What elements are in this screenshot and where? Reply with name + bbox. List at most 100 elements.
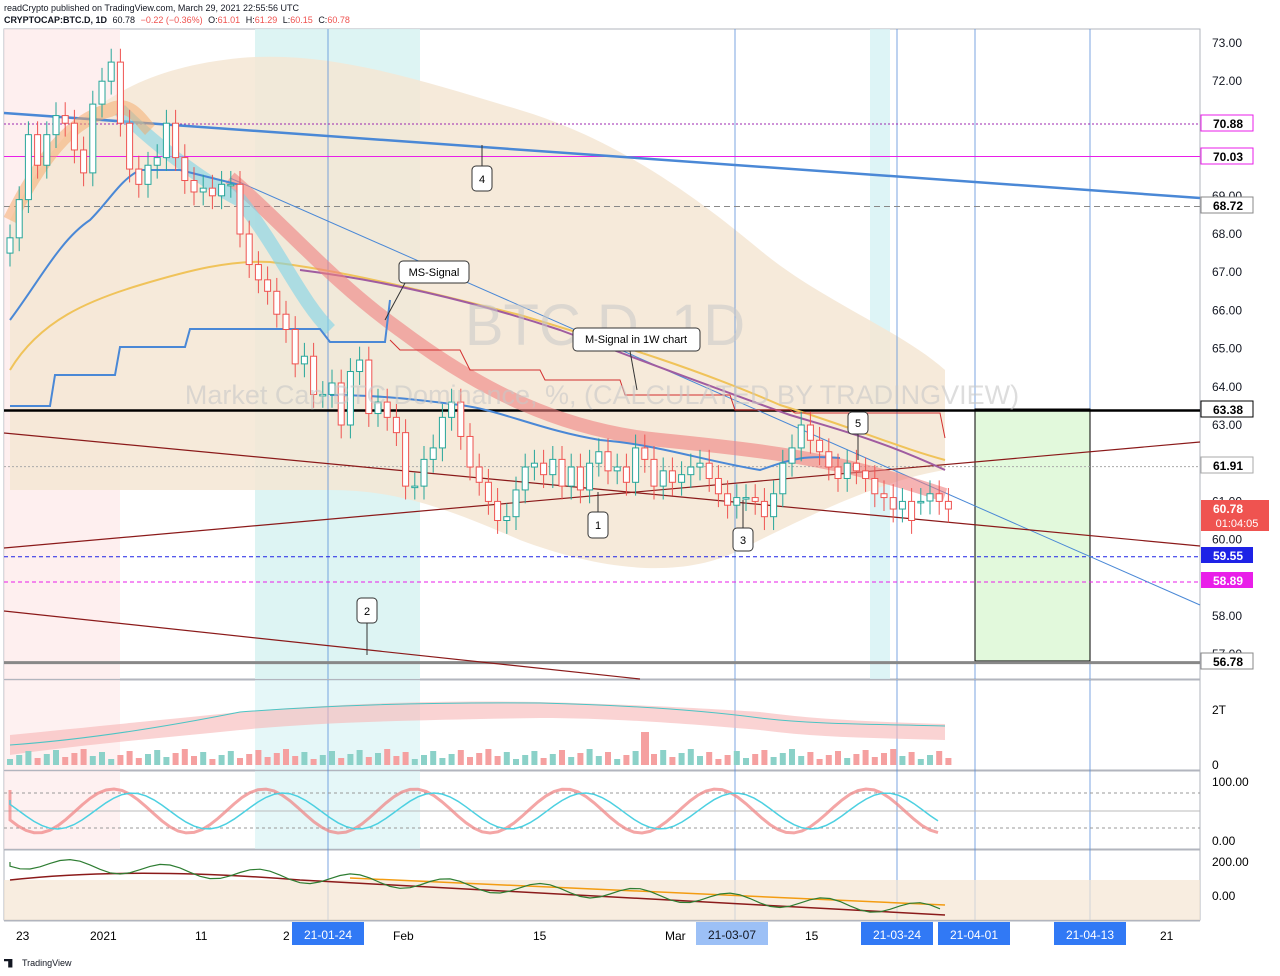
- candle-body: [365, 359, 373, 415]
- candle-body: [935, 493, 943, 502]
- volume-bar: [660, 750, 667, 765]
- volume-bar: [126, 751, 133, 765]
- volume-bar: [421, 755, 427, 765]
- candle-body: [135, 168, 143, 185]
- stochastic-indicator: [4, 787, 1200, 835]
- candle-body: [337, 382, 345, 426]
- volume-bar: [310, 759, 317, 765]
- time-tick-feb: Feb: [393, 929, 414, 943]
- volume-bar: [908, 752, 915, 765]
- volume-bar: [191, 756, 197, 765]
- close-value: 60.78: [327, 15, 350, 25]
- time-tick-11: 11: [195, 929, 208, 943]
- volume-spike: [641, 732, 649, 765]
- candle-body: [264, 279, 272, 292]
- candle-body: [153, 157, 161, 166]
- candle-body: [678, 474, 686, 483]
- volume-bar: [227, 751, 234, 765]
- osc-axis-top: 200.00: [1212, 855, 1249, 869]
- volume-bar: [476, 753, 483, 765]
- candle-body: [797, 424, 805, 449]
- volume-bar: [384, 749, 391, 765]
- channel-bottom: [3, 610, 641, 680]
- candle-body: [346, 371, 354, 426]
- volume-indicator: [7, 701, 952, 765]
- candles[interactable]: [6, 48, 952, 534]
- candle-body: [944, 500, 952, 510]
- volume-bar: [549, 754, 556, 765]
- callout-5: 5: [847, 411, 869, 460]
- price-tick: 72.00: [1212, 74, 1242, 88]
- candle-body: [816, 439, 824, 453]
- time-label-21-01-24: 21-01-24: [304, 928, 352, 942]
- low-label: L:: [282, 15, 291, 25]
- ms-signal-text: MS-Signal: [409, 267, 460, 279]
- volume-bar: [844, 758, 851, 765]
- time-label-21-04-13: 21-04-13: [1066, 928, 1114, 942]
- time-tick-2021: 2021: [90, 929, 117, 943]
- price-level-labels: 70.88 70.03 68.72 63.38 61.91 60.78 01:0…: [1200, 114, 1269, 670]
- volume-bar: [715, 759, 722, 765]
- volume-bar: [485, 749, 492, 765]
- volume-bar: [347, 754, 354, 765]
- candle-body: [843, 462, 851, 479]
- step-line-blue: [10, 299, 391, 407]
- candle-body: [448, 401, 456, 418]
- horizontal-levels: [4, 123, 1200, 665]
- candle-body: [80, 149, 88, 174]
- volume-bar: [706, 752, 713, 765]
- symbol-label: CRYPTOCAP:BTC.D, 1D: [4, 15, 108, 25]
- volume-bar: [356, 750, 363, 765]
- close-label: C:: [318, 15, 328, 25]
- time-tick-15b: 15: [805, 929, 819, 943]
- candle-body: [392, 416, 400, 434]
- volume-bar: [881, 753, 887, 765]
- candle-body: [438, 416, 446, 449]
- candle-body: [208, 187, 216, 197]
- volume-bar: [614, 759, 621, 765]
- candle-body: [273, 290, 281, 315]
- volume-bar: [393, 756, 400, 765]
- candle-body: [641, 447, 649, 460]
- volume-bar: [53, 750, 59, 765]
- time-tick-21: 21: [1160, 929, 1174, 943]
- volume-bar: [770, 757, 777, 765]
- candle-body: [926, 493, 934, 502]
- time-tick-2: 2: [283, 929, 290, 943]
- candle-body: [402, 432, 410, 487]
- price-tick: 67.00: [1212, 265, 1242, 279]
- candle-body: [586, 462, 594, 491]
- price-tick: 65.00: [1212, 342, 1242, 356]
- volume-bar: [890, 749, 897, 765]
- time-axis[interactable]: 23 2021 11 2 Feb 15 Mar 15 21 21-01-24 2…: [4, 920, 1200, 945]
- candle-body: [15, 199, 23, 239]
- candle-body: [328, 382, 336, 395]
- trendline-blue-thin: [229, 177, 1201, 606]
- candle-body: [687, 466, 695, 476]
- candle-body: [43, 134, 51, 166]
- ma-blue-lower: [329, 394, 841, 472]
- callout-1: 1: [587, 492, 609, 539]
- volume-bar: [301, 752, 308, 765]
- volume-bar: [595, 756, 602, 765]
- volume-bar: [7, 759, 13, 765]
- volume-bar: [246, 754, 253, 765]
- volume-bar: [218, 755, 225, 765]
- candle-body: [613, 466, 621, 472]
- osc-trend: [349, 877, 946, 906]
- candle-body: [576, 466, 584, 491]
- volume-bar: [292, 756, 299, 765]
- projection-box[interactable]: [974, 408, 1091, 662]
- label-58-89: 58.89: [1213, 574, 1243, 588]
- candle-body: [751, 497, 759, 502]
- callout-1-text: 1: [595, 520, 601, 532]
- volume-bar: [825, 755, 832, 765]
- candle-body: [484, 481, 492, 502]
- volume-bar: [117, 755, 124, 765]
- volume-bar: [108, 759, 115, 765]
- osc-slow: [9, 872, 946, 916]
- stoch-axis-zero: 0.00: [1212, 834, 1236, 848]
- volume-bar: [835, 751, 841, 765]
- volume-bar: [411, 759, 418, 765]
